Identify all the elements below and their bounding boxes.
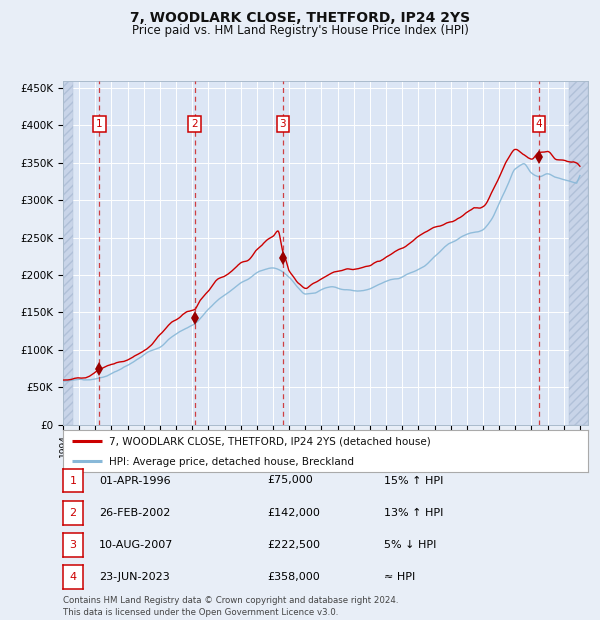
Text: £142,000: £142,000 (267, 508, 320, 518)
Text: 01-APR-1996: 01-APR-1996 (99, 476, 170, 485)
Text: 10-AUG-2007: 10-AUG-2007 (99, 540, 173, 550)
Text: 4: 4 (70, 572, 76, 582)
Text: £75,000: £75,000 (267, 476, 313, 485)
Text: 7, WOODLARK CLOSE, THETFORD, IP24 2YS: 7, WOODLARK CLOSE, THETFORD, IP24 2YS (130, 11, 470, 25)
Text: 13% ↑ HPI: 13% ↑ HPI (384, 508, 443, 518)
Bar (569, 81, 588, 425)
Text: 5% ↓ HPI: 5% ↓ HPI (384, 540, 436, 550)
Text: Price paid vs. HM Land Registry's House Price Index (HPI): Price paid vs. HM Land Registry's House … (131, 24, 469, 37)
Text: 7, WOODLARK CLOSE, THETFORD, IP24 2YS (detached house): 7, WOODLARK CLOSE, THETFORD, IP24 2YS (d… (109, 436, 431, 446)
Text: £358,000: £358,000 (267, 572, 320, 582)
Text: 2: 2 (191, 118, 198, 128)
Text: ≈ HPI: ≈ HPI (384, 572, 415, 582)
Text: 3: 3 (70, 540, 76, 550)
Text: 2: 2 (70, 508, 76, 518)
Text: 23-JUN-2023: 23-JUN-2023 (99, 572, 170, 582)
Text: 1: 1 (96, 118, 103, 128)
Text: 26-FEB-2002: 26-FEB-2002 (99, 508, 170, 518)
Text: £222,500: £222,500 (267, 540, 320, 550)
Text: HPI: Average price, detached house, Breckland: HPI: Average price, detached house, Brec… (109, 457, 354, 467)
Text: 4: 4 (536, 118, 542, 128)
Bar (63, 81, 73, 425)
Text: 3: 3 (280, 118, 286, 128)
Text: 1: 1 (70, 476, 76, 485)
Text: 15% ↑ HPI: 15% ↑ HPI (384, 476, 443, 485)
Text: Contains HM Land Registry data © Crown copyright and database right 2024.
This d: Contains HM Land Registry data © Crown c… (63, 596, 398, 617)
